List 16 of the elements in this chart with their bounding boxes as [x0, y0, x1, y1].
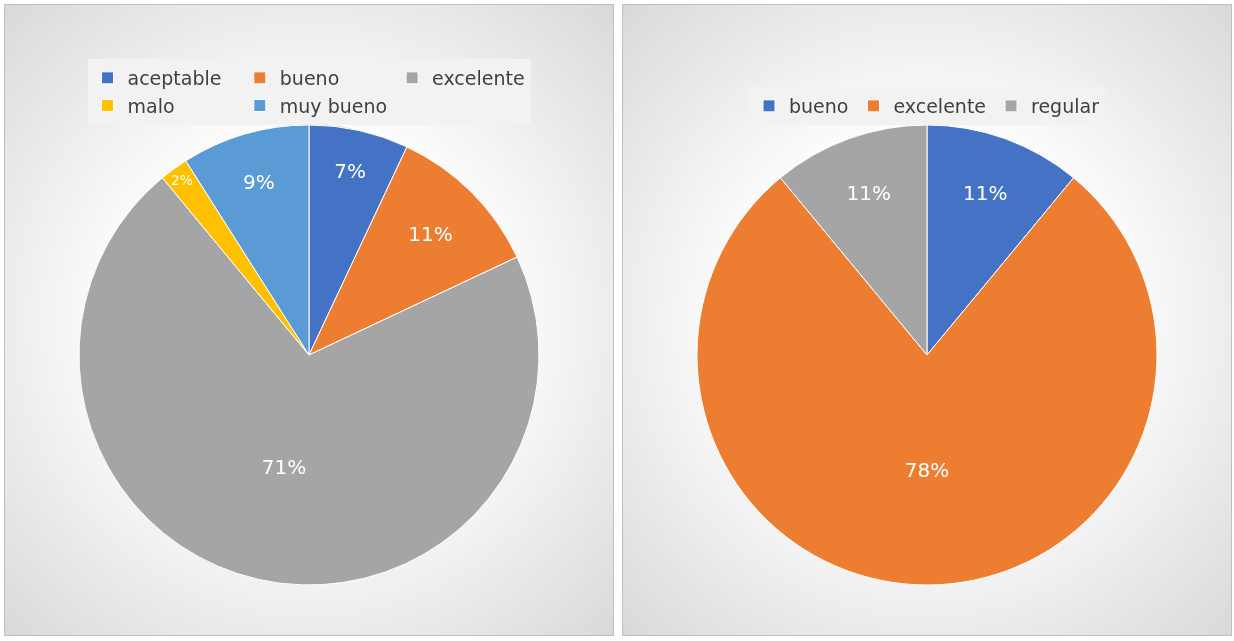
legend-label: regular	[1031, 95, 1100, 118]
data-label: 71%	[261, 455, 307, 480]
legend-label: muy bueno	[279, 94, 388, 117]
data-label: 9%	[242, 170, 275, 195]
data-label: 11%	[846, 181, 892, 206]
legend-label: excelente	[432, 67, 525, 90]
legend-label: aceptable	[127, 67, 222, 90]
data-label: 7%	[334, 158, 367, 183]
data-label: 78%	[904, 458, 950, 482]
data-label: 2%	[170, 171, 193, 188]
legend-label: bueno	[279, 67, 340, 90]
data-label: 11%	[408, 221, 453, 246]
data-label: 11%	[962, 181, 1008, 206]
legend-label: malo	[127, 94, 175, 117]
legend-label: bueno	[789, 95, 849, 118]
legend-label: excelente	[893, 95, 987, 118]
